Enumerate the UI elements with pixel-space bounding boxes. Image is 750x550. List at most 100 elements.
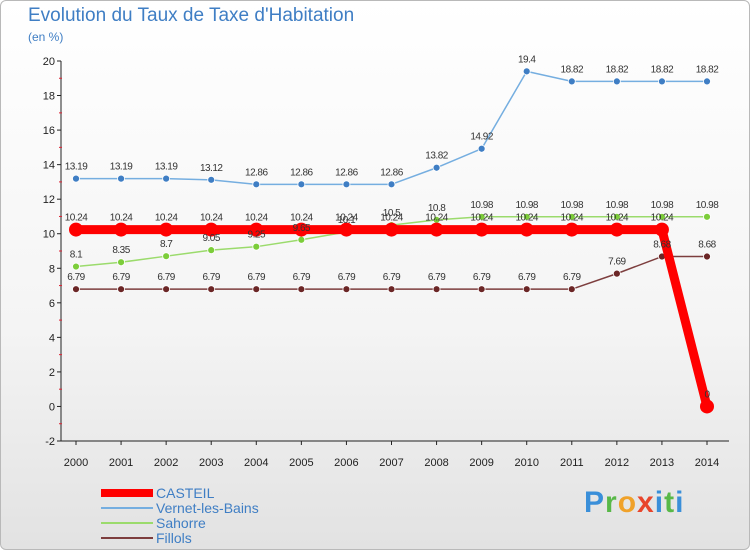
y-tick-label: 16 — [43, 125, 55, 137]
data-label: 10.98 — [606, 200, 629, 211]
y-tick-label: 18 — [43, 91, 55, 103]
data-point — [384, 222, 399, 237]
data-point — [567, 212, 576, 221]
data-point — [567, 77, 576, 86]
data-point — [474, 222, 489, 237]
data-label: 10.24 — [335, 213, 358, 224]
data-label: 13.19 — [65, 162, 88, 173]
data-label: 18.82 — [651, 64, 674, 75]
data-point — [249, 222, 264, 237]
data-label: 6.79 — [67, 272, 85, 283]
data-point — [69, 222, 83, 237]
data-label: 8.1 — [70, 250, 83, 261]
data-label: 10.98 — [651, 200, 674, 211]
data-label: 9.65 — [293, 223, 311, 234]
data-point — [204, 222, 219, 237]
data-label: 10.24 — [155, 213, 178, 224]
data-point — [477, 144, 486, 153]
data-point — [522, 212, 531, 221]
y-tick-label: 14 — [43, 160, 55, 172]
data-label: 12.86 — [290, 167, 313, 178]
data-point — [654, 222, 669, 237]
data-label: 12.86 — [380, 167, 403, 178]
data-label: 10.24 — [515, 213, 538, 224]
x-tick-label: 2009 — [469, 457, 493, 469]
data-label: 10.98 — [470, 200, 493, 211]
data-point — [342, 285, 351, 294]
x-tick-label: 2001 — [109, 457, 133, 469]
data-point — [159, 222, 174, 237]
data-point — [564, 222, 579, 237]
data-label: 10.24 — [65, 213, 88, 224]
data-label: 9.25 — [248, 230, 266, 241]
data-label: 7.69 — [608, 257, 626, 268]
data-point — [294, 222, 309, 237]
data-point — [297, 235, 306, 244]
x-tick-label: 2014 — [695, 457, 719, 469]
x-tick-label: 2008 — [424, 457, 448, 469]
data-label: 10.24 — [651, 213, 674, 224]
data-point — [252, 180, 261, 189]
data-point — [162, 174, 171, 183]
data-label: 6.79 — [428, 272, 446, 283]
data-point — [252, 242, 261, 251]
data-label: 6.79 — [112, 272, 130, 283]
y-tick-label: 0 — [49, 401, 55, 413]
data-label: 6.79 — [338, 272, 356, 283]
data-point — [72, 174, 80, 183]
proxiti-logo: Proxiti — [584, 486, 685, 519]
y-tick-label: 10 — [43, 229, 55, 241]
data-label: 12.86 — [335, 167, 358, 178]
data-label: 6.79 — [518, 272, 536, 283]
data-point — [252, 285, 261, 294]
data-label: 13.19 — [110, 162, 133, 173]
data-label: 6.79 — [563, 272, 581, 283]
x-tick-label: 2011 — [560, 457, 584, 469]
data-label: 14.92 — [470, 132, 493, 143]
data-point — [429, 222, 444, 237]
data-label: 10.24 — [290, 213, 313, 224]
data-label: 10.98 — [561, 200, 584, 211]
data-point — [72, 285, 80, 294]
legend-label: CASTEIL — [156, 485, 215, 501]
y-tick-label: 2 — [49, 367, 55, 379]
data-point — [72, 262, 80, 271]
data-point — [432, 163, 441, 172]
data-label: 13.12 — [200, 163, 223, 174]
data-point — [162, 285, 171, 294]
data-label: 13.19 — [155, 162, 178, 173]
data-label: 12.86 — [245, 167, 268, 178]
data-point — [432, 285, 441, 294]
data-point — [297, 285, 306, 294]
data-label: 0 — [704, 389, 710, 400]
data-label: 6.79 — [473, 272, 491, 283]
legend-swatch — [101, 537, 153, 539]
data-label: 10.8 — [428, 203, 446, 214]
data-label: 6.79 — [383, 272, 401, 283]
x-tick-label: 2002 — [154, 457, 178, 469]
y-tick-label: -2 — [45, 436, 55, 448]
y-tick-label: 6 — [49, 298, 55, 310]
data-label: 10.98 — [696, 200, 719, 211]
data-label: 8.35 — [112, 245, 130, 256]
data-label: 10.1 — [338, 215, 356, 226]
data-point — [612, 77, 621, 86]
data-label: 6.79 — [202, 272, 220, 283]
x-tick-label: 2004 — [244, 457, 268, 469]
data-label: 10.24 — [245, 213, 268, 224]
data-point — [703, 252, 711, 261]
data-point — [522, 67, 531, 76]
data-label: 8.68 — [653, 240, 671, 251]
data-point — [117, 285, 125, 294]
data-label: 10.24 — [425, 213, 448, 224]
x-tick-label: 2007 — [379, 457, 403, 469]
x-tick-label: 2010 — [514, 457, 538, 469]
data-label: 10.5 — [383, 208, 401, 219]
data-point — [339, 222, 354, 237]
data-point — [522, 285, 531, 294]
data-label: 18.82 — [561, 64, 584, 75]
legend-label: Sahorre — [156, 515, 206, 531]
data-point — [297, 180, 306, 189]
chart-subtitle: (en %) — [28, 30, 64, 44]
